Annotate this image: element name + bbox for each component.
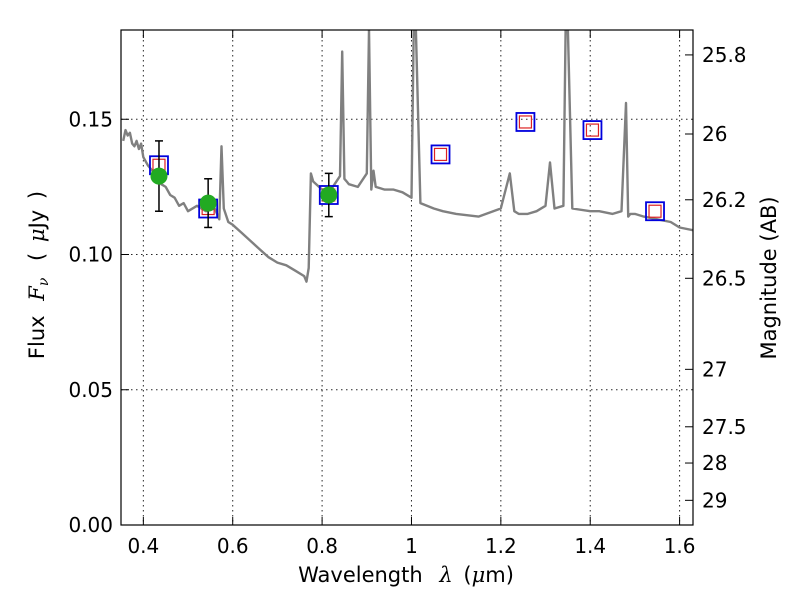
model-band-square [645,201,665,222]
observed-point [199,194,217,212]
x-tick-label: 1.6 [664,534,696,558]
y-tick-label: 0.10 [68,243,113,267]
y2-tick-label: 25.8 [702,43,747,67]
axis-ticks: 0.4 0.6 0.8 1 1.2 1.4 1.6 0.00 0.05 0.10 0.15 25.8 2… [68,30,747,558]
y-axis-label: Flux Fν ( μJy ) [25,191,53,359]
model-band-inner-square [648,204,662,218]
y2-axis-label: Magnitude (AB) [757,196,781,359]
model-spectrum-line [122,30,693,283]
y2-tick-label: 26 [702,122,727,146]
model-spectrum [122,30,693,283]
y2-tick-label: 27.5 [702,415,747,439]
x-tick-label: 1.4 [574,534,606,558]
x-axis-label: Wavelength λ (μm) [298,563,514,587]
observed-point [320,186,338,204]
observed-fluxes [150,140,338,229]
y2-tick-label: 26.5 [702,266,747,290]
x-tick-label: 0.8 [306,534,338,558]
model-band-square [582,120,603,140]
y-tick-label: 0.05 [68,378,113,402]
model-band-inner-square [518,115,533,129]
x-tick-label: 0.4 [127,534,159,558]
y2-tick-label: 26.2 [702,188,747,212]
y-tick-label: 0.00 [68,513,113,537]
plot-frame [120,29,694,526]
x-tick-label: 1.2 [485,534,517,558]
x-tick-label: 0.6 [217,534,249,558]
y2-tick-label: 28 [702,451,727,475]
model-band-inner-square [585,123,600,137]
model-band-square [430,144,451,165]
x-tick-label: 1 [405,534,418,558]
y2-tick-label: 29 [702,488,727,512]
y2-tick-label: 27 [702,357,727,381]
model-band-inner-square [433,147,448,162]
model-band-square [515,112,536,132]
y-tick-label: 0.15 [68,107,113,131]
observed-point [150,167,168,185]
